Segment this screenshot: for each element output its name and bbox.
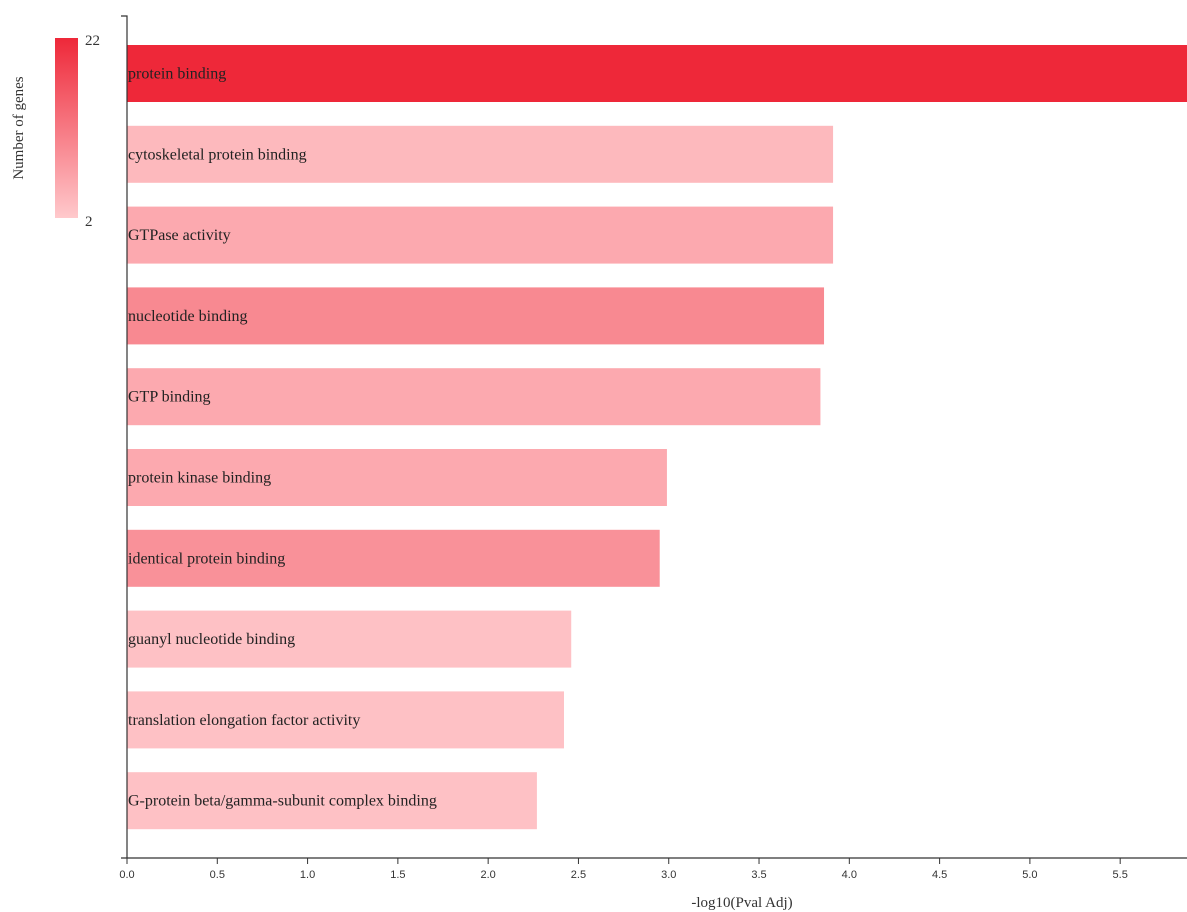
bar-label: guanyl nucleotide binding (128, 631, 295, 648)
legend: Number of genes 22 2 (11, 33, 100, 230)
legend-min-label: 2 (85, 214, 93, 230)
x-tick-label: 3.0 (661, 869, 676, 881)
legend-title: Number of genes (11, 76, 27, 179)
bar[interactable] (127, 691, 565, 749)
bar[interactable] (127, 206, 834, 264)
x-axis-title: -log10(Pval Adj) (691, 895, 792, 911)
bar-label: cytoskeletal protein binding (128, 146, 307, 163)
x-tick-label: 1.0 (300, 869, 315, 881)
bar[interactable] (127, 529, 660, 587)
bar-label: nucleotide binding (128, 308, 248, 325)
x-tick-label: 4.0 (842, 869, 857, 881)
x-tick-label: 2.5 (571, 869, 586, 881)
bar-label: GTP binding (128, 389, 211, 406)
bar[interactable] (127, 368, 821, 426)
bar[interactable] (127, 449, 667, 506)
x-tick-label: 5.5 (1113, 869, 1128, 881)
bar-label: protein kinase binding (128, 470, 271, 487)
bar-label: translation elongation factor activity (128, 712, 360, 729)
x-tick-label: 3.5 (751, 869, 766, 881)
bar-label: G-protein beta/gamma-subunit complex bin… (128, 793, 437, 810)
x-tick-label: 5.0 (1022, 869, 1037, 881)
bar[interactable] (127, 45, 1187, 102)
bar[interactable] (127, 287, 825, 345)
bar-label: identical protein binding (128, 550, 285, 567)
legend-max-label: 22 (85, 33, 100, 49)
x-tick-label: 0.5 (210, 869, 225, 881)
bar[interactable] (127, 125, 834, 183)
bar[interactable] (127, 610, 572, 668)
bar-label: GTPase activity (128, 227, 231, 244)
x-tick-label: 0.0 (119, 869, 134, 881)
x-tick-label: 4.5 (932, 869, 947, 881)
bar-label: protein binding (128, 66, 226, 83)
x-tick-label: 1.5 (390, 869, 405, 881)
bars: protein binding cytoskeletal protein bind… (127, 45, 1187, 830)
legend-gradient-bar (55, 38, 78, 218)
x-axis: 0.0 0.5 1.0 1.5 2.0 2.5 3.0 3.5 4.0 4.5 5.0 5.5 (119, 15, 1187, 881)
bar[interactable] (127, 772, 537, 830)
y-axis-line (121, 15, 128, 859)
x-tick-label: 2.0 (481, 869, 496, 881)
